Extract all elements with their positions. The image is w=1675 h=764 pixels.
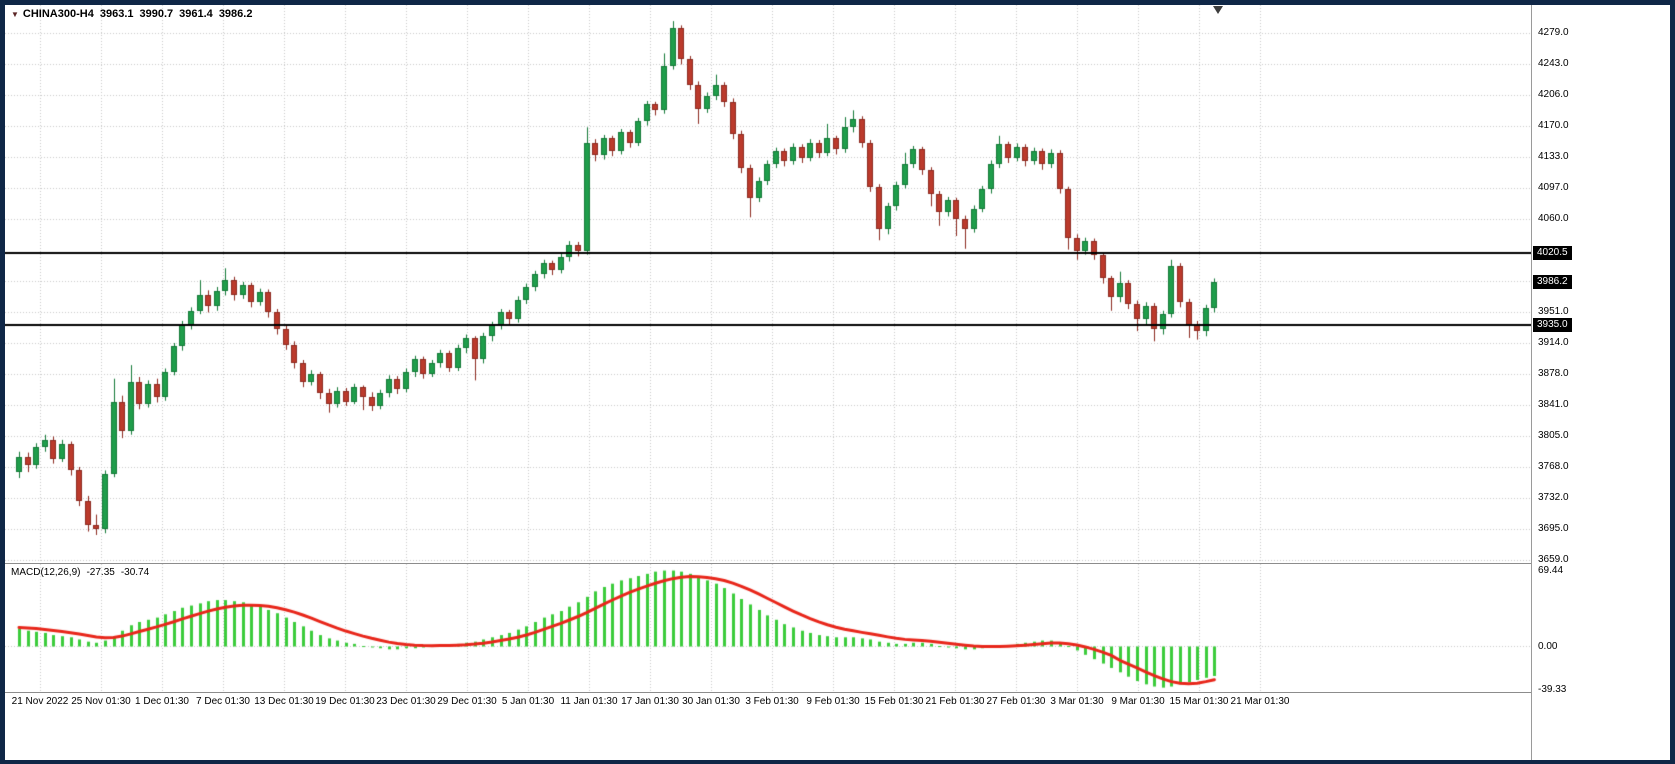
price-chart-canvas[interactable]	[5, 5, 1531, 563]
time-axis-label: 3 Feb 01:30	[745, 696, 799, 707]
price-axis[interactable]: 4279.0 4243.0 4206.0 4170.0 4133.0 4097.0 4060…	[1531, 5, 1670, 760]
price-axis-label: 3805.0	[1538, 429, 1569, 441]
time-axis-label: 7 Dec 01:30	[196, 696, 250, 707]
price-axis-label: 3768.0	[1538, 461, 1569, 473]
price-axis-label: 3659.0	[1538, 553, 1569, 565]
macd-axis-label: -39.33	[1538, 684, 1567, 696]
time-axis-label: 21 Feb 01:30	[925, 696, 985, 707]
time-axis-label: 25 Nov 01:30	[71, 696, 131, 707]
indicator-signal-value: -30.74	[120, 567, 150, 578]
price-line-label: 3986.2	[1533, 274, 1572, 289]
chart-shift-marker-icon[interactable]	[1213, 6, 1223, 14]
price-axis-label: 4170.0	[1538, 119, 1569, 131]
ohlc-low: 3961.4	[179, 8, 213, 20]
price-axis-label: 4243.0	[1538, 57, 1569, 69]
time-axis-label: 5 Jan 01:30	[501, 696, 555, 707]
macd-indicator-label: MACD(12,26,9) -27.35 -30.74	[11, 567, 155, 578]
time-axis-label: 13 Dec 01:30	[254, 696, 314, 707]
time-axis[interactable]: 21 Nov 2022 25 Nov 01:30 1 Dec 01:30 7 Dec …	[5, 693, 1531, 760]
time-axis-label: 15 Feb 01:30	[864, 696, 924, 707]
chart-content: ▼ CHINA300-H4 3963.1 3990.7 3961.4 3986.2 MAC…	[5, 5, 1670, 760]
symbol-name: CHINA300-H4	[22, 8, 94, 20]
indicator-macd-value: -27.35	[86, 567, 115, 578]
price-line-label: 3935.0	[1533, 318, 1572, 333]
ohlc-close: 3986.2	[218, 8, 253, 20]
panel-separator[interactable]	[5, 692, 1670, 693]
macd-axis-label: 69.44	[1538, 565, 1564, 577]
macd-axis-label: 0.00	[1538, 641, 1558, 653]
price-axis-label: 4279.0	[1538, 27, 1569, 39]
price-axis-label: 3878.0	[1538, 367, 1569, 379]
time-axis-label: 17 Jan 01:30	[621, 696, 679, 707]
time-axis-label: 23 Dec 01:30	[376, 696, 436, 707]
price-axis-label: 3732.0	[1538, 491, 1569, 503]
macd-chart-canvas[interactable]	[5, 564, 1531, 692]
time-axis-label: 21 Mar 01:30	[1230, 696, 1290, 707]
indicator-name: MACD(12,26,9)	[11, 567, 81, 578]
ohlc-high: 3990.7	[139, 8, 174, 20]
time-axis-label: 30 Jan 01:30	[682, 696, 740, 707]
time-axis-label: 11 Jan 01:30	[560, 696, 618, 707]
ohlc-open: 3963.1	[99, 8, 134, 20]
time-axis-label: 21 Nov 2022	[11, 696, 69, 707]
time-axis-label: 3 Mar 01:30	[1050, 696, 1104, 707]
price-axis-label: 4097.0	[1538, 181, 1569, 193]
time-axis-label: 9 Feb 01:30	[806, 696, 860, 707]
time-axis-label: 19 Dec 01:30	[315, 696, 375, 707]
panel-separator[interactable]	[5, 563, 1670, 564]
time-axis-label: 1 Dec 01:30	[135, 696, 189, 707]
price-line-label: 4020.5	[1533, 245, 1572, 260]
time-axis-label: 29 Dec 01:30	[437, 696, 497, 707]
symbol-ohlc-label: ▼ CHINA300-H4 3963.1 3990.7 3961.4 3986.2	[11, 8, 258, 20]
symbol-dropdown-icon[interactable]: ▼	[11, 10, 19, 19]
price-axis-label: 4133.0	[1538, 151, 1569, 163]
time-axis-label: 27 Feb 01:30	[986, 696, 1046, 707]
time-axis-label: 15 Mar 01:30	[1169, 696, 1229, 707]
time-axis-label: 9 Mar 01:30	[1111, 696, 1165, 707]
price-axis-label: 3951.0	[1538, 305, 1569, 317]
price-axis-label: 4060.0	[1538, 213, 1569, 225]
price-axis-label: 4206.0	[1538, 89, 1569, 101]
price-axis-label: 3914.0	[1538, 337, 1569, 349]
price-axis-label: 3695.0	[1538, 523, 1569, 535]
price-axis-label: 3841.0	[1538, 399, 1569, 411]
